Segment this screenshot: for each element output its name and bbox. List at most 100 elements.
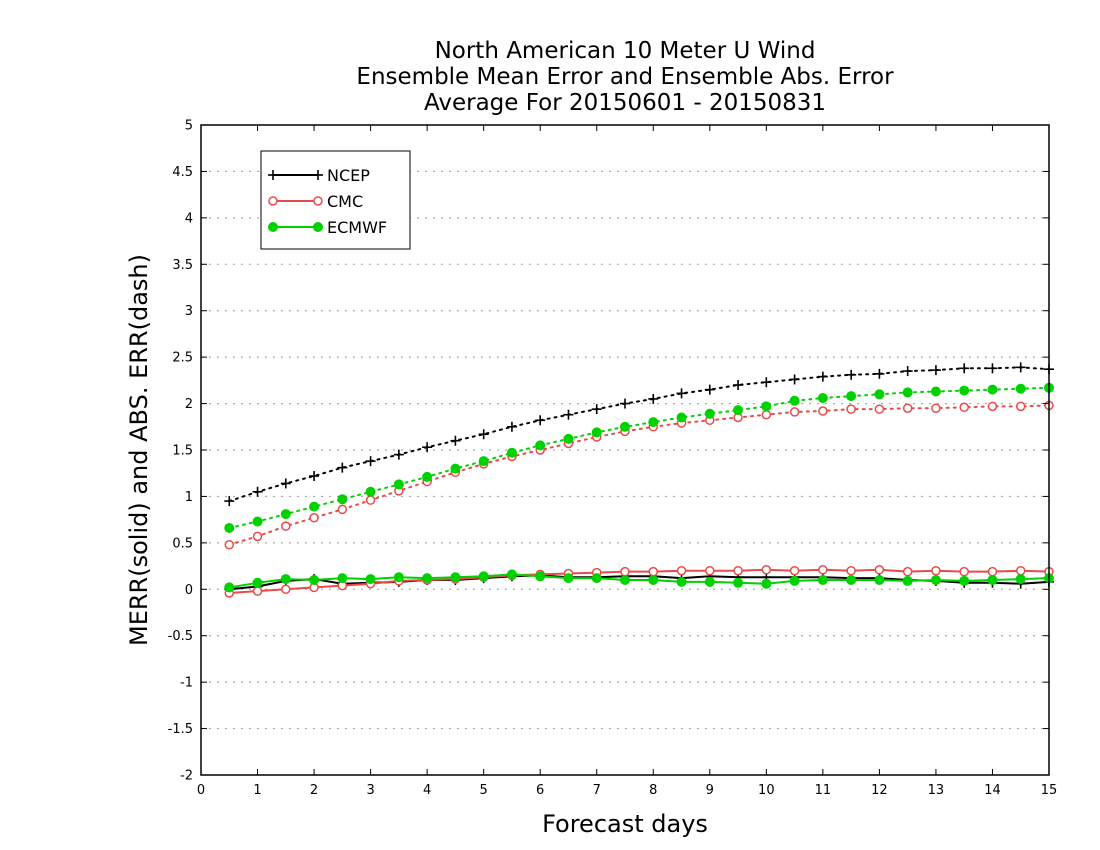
- data-point-ecmwf-merr: [704, 576, 715, 587]
- data-point-ncep-abs-err: [817, 371, 828, 382]
- y-tick-label: 3: [185, 304, 193, 319]
- data-point-ecmwf-merr: [817, 575, 828, 585]
- data-point-cmc-abs-err: [224, 539, 235, 550]
- data-point-ecmwf-abs-err: [789, 395, 800, 406]
- data-point-ecmwf-merr: [874, 575, 885, 585]
- data-point-ecmwf-merr: [252, 577, 263, 588]
- data-point-ecmwf-abs-err: [365, 486, 376, 497]
- data-point-ecmwf-merr: [676, 576, 687, 587]
- y-tick-label: 0.5: [172, 536, 193, 551]
- data-point-ncep-abs-err: [337, 462, 348, 473]
- y-tick-label: 4.5: [172, 165, 193, 180]
- data-point-ecmwf-merr: [280, 574, 291, 585]
- data-point-ncep-abs-err: [450, 435, 461, 446]
- legend-marker: [313, 196, 323, 206]
- data-point-ncep-abs-err: [874, 368, 885, 379]
- data-point-cmc-abs-err: [1015, 401, 1026, 412]
- data-point-ecmwf-abs-err: [535, 440, 546, 451]
- data-point-ecmwf-merr: [365, 574, 376, 585]
- data-point-ecmwf-merr: [309, 575, 320, 585]
- data-point-ecmwf-abs-err: [874, 389, 885, 400]
- x-tick-label: 1: [253, 783, 261, 798]
- data-point-ecmwf-abs-err: [337, 494, 348, 505]
- data-point-ncep-abs-err: [620, 398, 630, 409]
- data-point-cmc-merr: [620, 566, 630, 577]
- x-tick-label: 2: [310, 783, 318, 798]
- data-point-ecmwf-merr: [648, 575, 659, 585]
- y-tick-label: -0.5: [168, 629, 193, 644]
- data-point-cmc-merr: [676, 565, 687, 576]
- data-point-ecmwf-abs-err: [393, 479, 404, 490]
- data-point-ncep-abs-err: [365, 456, 376, 467]
- x-tick-label: 7: [593, 783, 601, 798]
- data-point-cmc-abs-err: [281, 521, 291, 531]
- data-point-cmc-merr: [648, 566, 659, 577]
- series-ncep: [224, 362, 1054, 595]
- series-cmc: [224, 400, 1054, 598]
- data-point-ecmwf-abs-err: [987, 384, 998, 395]
- data-point-cmc-merr: [733, 565, 743, 576]
- data-point-ecmwf-merr: [733, 577, 744, 588]
- data-point-cmc-merr: [705, 565, 715, 576]
- data-point-ncep-abs-err: [1015, 362, 1026, 373]
- data-point-ncep-abs-err: [535, 415, 546, 426]
- data-point-cmc-merr: [902, 566, 913, 577]
- data-point-ncep-abs-err: [478, 429, 489, 440]
- data-point-ecmwf-merr: [563, 573, 574, 584]
- x-tick-label: 6: [536, 783, 544, 798]
- data-point-ecmwf-merr: [1015, 574, 1026, 585]
- data-point-ncep-abs-err: [393, 449, 404, 460]
- data-point-ecmwf-merr: [620, 575, 630, 585]
- data-point-ecmwf-abs-err: [817, 393, 828, 403]
- data-point-ecmwf-abs-err: [563, 433, 574, 444]
- x-tick-label: 11: [815, 783, 832, 798]
- series-line-cmc-abs-err: [228, 404, 1050, 546]
- data-point-ecmwf-merr: [959, 575, 970, 586]
- y-tick-label: 4: [185, 211, 193, 226]
- data-point-cmc-abs-err: [846, 404, 856, 414]
- data-point-ecmwf-merr: [478, 571, 489, 582]
- data-point-ncep-abs-err: [280, 478, 291, 489]
- data-point-ecmwf-abs-err: [252, 516, 263, 527]
- legend-item-cmc: CMC: [268, 192, 363, 211]
- y-tick-label: -1.5: [168, 722, 193, 737]
- data-point-ecmwf-merr: [450, 572, 461, 583]
- data-point-ncep-abs-err: [648, 393, 659, 404]
- data-point-cmc-merr: [874, 565, 885, 575]
- legend-label-ecmwf: ECMWF: [327, 218, 387, 237]
- data-point-ecmwf-abs-err: [846, 391, 857, 402]
- data-point-ecmwf-abs-err: [648, 417, 659, 428]
- data-point-ecmwf-abs-err: [478, 456, 489, 467]
- x-tick-label: 3: [366, 783, 374, 798]
- data-point-ecmwf-abs-err: [280, 509, 291, 520]
- data-point-ncep-abs-err: [987, 363, 998, 374]
- data-point-ncep-abs-err: [422, 442, 433, 453]
- data-point-ecmwf-merr: [930, 575, 941, 585]
- x-tick-label: 10: [758, 783, 775, 798]
- x-tick-label: 0: [197, 783, 205, 798]
- data-point-cmc-merr: [252, 586, 263, 596]
- data-point-ecmwf-merr: [789, 575, 800, 586]
- data-point-ncep-abs-err: [761, 377, 772, 388]
- data-point-ecmwf-merr: [337, 573, 348, 584]
- y-tick-label: 1.5: [172, 444, 193, 459]
- y-tick-label: 3.5: [172, 258, 193, 273]
- data-point-cmc-merr: [1015, 565, 1026, 576]
- data-point-cmc-abs-err: [874, 404, 885, 414]
- data-point-ecmwf-abs-err: [506, 447, 517, 458]
- y-axis-ticks: -2 -1.5 -1 -0.5 0 0.5 1 1.5 2 2.5 3 3.5 4 4.5 5: [168, 119, 1049, 784]
- data-point-cmc-merr: [987, 566, 998, 577]
- series-line-ncep-abs-err: [228, 366, 1050, 503]
- data-point-ecmwf-merr: [761, 578, 772, 589]
- series-group: [224, 362, 1054, 598]
- data-point-ncep-abs-err: [309, 471, 320, 481]
- data-point-cmc-merr: [761, 565, 772, 575]
- data-point-ecmwf-abs-err: [309, 501, 320, 512]
- data-point-cmc-merr: [281, 584, 291, 595]
- legend-item-ecmwf: ECMWF: [268, 218, 387, 237]
- data-point-cmc-abs-err: [365, 495, 376, 505]
- x-tick-label: 5: [480, 783, 488, 798]
- x-tick-label: 4: [423, 783, 431, 798]
- data-point-cmc-abs-err: [252, 531, 263, 542]
- data-point-ecmwf-abs-err: [224, 523, 235, 533]
